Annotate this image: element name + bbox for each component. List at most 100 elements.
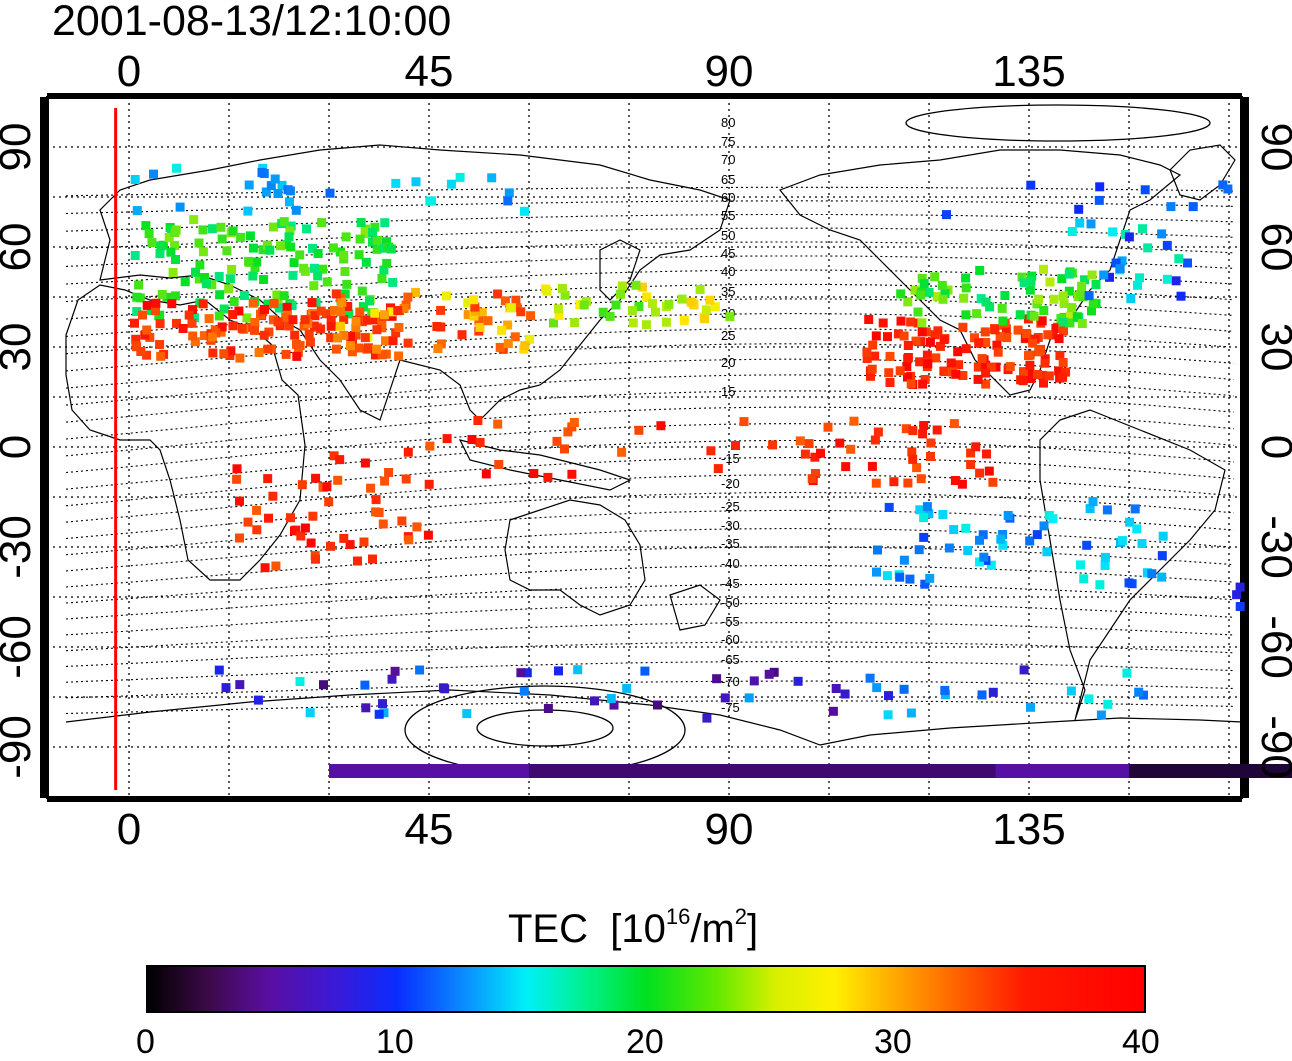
tec-cell	[637, 282, 647, 292]
tec-cell	[907, 447, 917, 457]
contour-label--45: -45	[721, 576, 740, 591]
tec-cell	[993, 347, 1003, 357]
tec-cell	[923, 359, 933, 369]
tec-cell	[579, 300, 589, 310]
tec-cell	[279, 291, 289, 301]
lat-tick-right-60: 60	[1252, 223, 1292, 272]
tec-cell	[710, 302, 720, 312]
tec-cell	[731, 441, 740, 450]
colorbar	[146, 965, 1146, 1013]
tec-cell	[631, 280, 641, 290]
tec-cell	[1108, 227, 1118, 237]
tec-cell	[1077, 281, 1087, 291]
tec-cell	[1055, 351, 1065, 360]
tec-cell	[975, 266, 985, 275]
lon-tick-bottom-45: 45	[405, 805, 454, 854]
tec-cell	[493, 419, 503, 429]
tec-cell	[1117, 256, 1127, 266]
tec-cell	[170, 240, 180, 250]
tec-cell	[695, 285, 705, 294]
tec-cell	[1095, 182, 1105, 192]
tec-cell	[250, 318, 260, 327]
tec-cell	[622, 683, 632, 693]
tec-cell	[391, 178, 401, 188]
tec-cell	[870, 435, 880, 445]
tec-cell	[940, 367, 950, 377]
tec-cell	[356, 218, 366, 227]
tec-cell	[232, 474, 242, 484]
tec-cell	[664, 300, 674, 310]
tec-cell	[187, 318, 197, 328]
tec-cell	[977, 354, 987, 364]
tec-cell	[1061, 367, 1071, 377]
tec-cell	[1025, 360, 1035, 370]
tec-cell	[1058, 324, 1067, 333]
tec-cell	[1157, 572, 1167, 582]
tec-cell	[1065, 311, 1075, 321]
tec-cell	[310, 311, 320, 321]
tec-cell	[1058, 317, 1068, 327]
tec-cell	[403, 447, 413, 457]
tec-cell	[899, 331, 909, 341]
tec-cell	[300, 523, 310, 533]
tec-cell	[959, 293, 969, 303]
tec-cell	[322, 277, 332, 287]
tec-cell	[1100, 561, 1110, 570]
tec-cell	[954, 360, 964, 370]
tec-cell	[961, 283, 971, 293]
tec-cell	[235, 680, 245, 690]
tec-cell	[345, 341, 355, 351]
tec-cell	[189, 215, 199, 225]
lat-tick-left-60: 60	[0, 223, 40, 272]
contour-label--60: -60	[721, 632, 740, 647]
tec-cell	[140, 330, 150, 340]
tec-cell	[795, 436, 805, 446]
tec-cell	[1027, 271, 1037, 281]
tec-cell	[970, 333, 979, 343]
tec-cell	[463, 310, 473, 320]
tec-cell	[975, 557, 984, 567]
tec-cell	[896, 289, 906, 299]
tec-cell	[552, 436, 562, 446]
tec-cell	[1139, 690, 1148, 700]
tec-cell	[346, 331, 355, 341]
colorbar-units-exponent: 16	[665, 904, 691, 929]
tec-cell	[1079, 574, 1089, 584]
tec-cell	[221, 683, 231, 693]
tec-cell	[341, 232, 351, 242]
tec-cell	[908, 426, 918, 436]
tec-cell	[902, 362, 912, 371]
tec-cell	[1003, 511, 1013, 520]
tec-cell	[611, 300, 621, 310]
tec-cell	[1025, 536, 1035, 546]
tec-cell	[224, 284, 234, 294]
tec-cell	[248, 298, 258, 308]
tec-cell	[700, 314, 710, 324]
tec-cell	[463, 298, 473, 308]
tec-cell	[918, 429, 928, 439]
tec-cell	[605, 311, 615, 321]
tec-cell	[263, 299, 273, 309]
tec-cell	[893, 329, 903, 339]
tec-cell	[503, 320, 513, 330]
colorbar-tick-30: 30	[874, 1023, 912, 1061]
tec-cell	[919, 279, 929, 288]
tec-cell	[370, 308, 380, 318]
tec-cell	[1122, 668, 1132, 678]
tec-cell	[340, 267, 350, 276]
tec-cell	[938, 510, 948, 519]
tec-cell	[134, 280, 144, 290]
tec-cell	[884, 502, 894, 512]
tec-cell	[504, 188, 514, 198]
tec-cell	[706, 446, 716, 456]
tec-cell	[250, 325, 259, 335]
tec-cell	[1095, 580, 1105, 590]
tec-cell	[279, 217, 289, 227]
tec-cell	[749, 676, 759, 686]
tec-cell	[232, 464, 242, 474]
tec-cell	[265, 245, 275, 255]
tec-cell	[295, 677, 305, 686]
tec-cell	[1044, 371, 1054, 381]
tec-cell	[360, 680, 370, 690]
tec-cell	[259, 330, 269, 340]
